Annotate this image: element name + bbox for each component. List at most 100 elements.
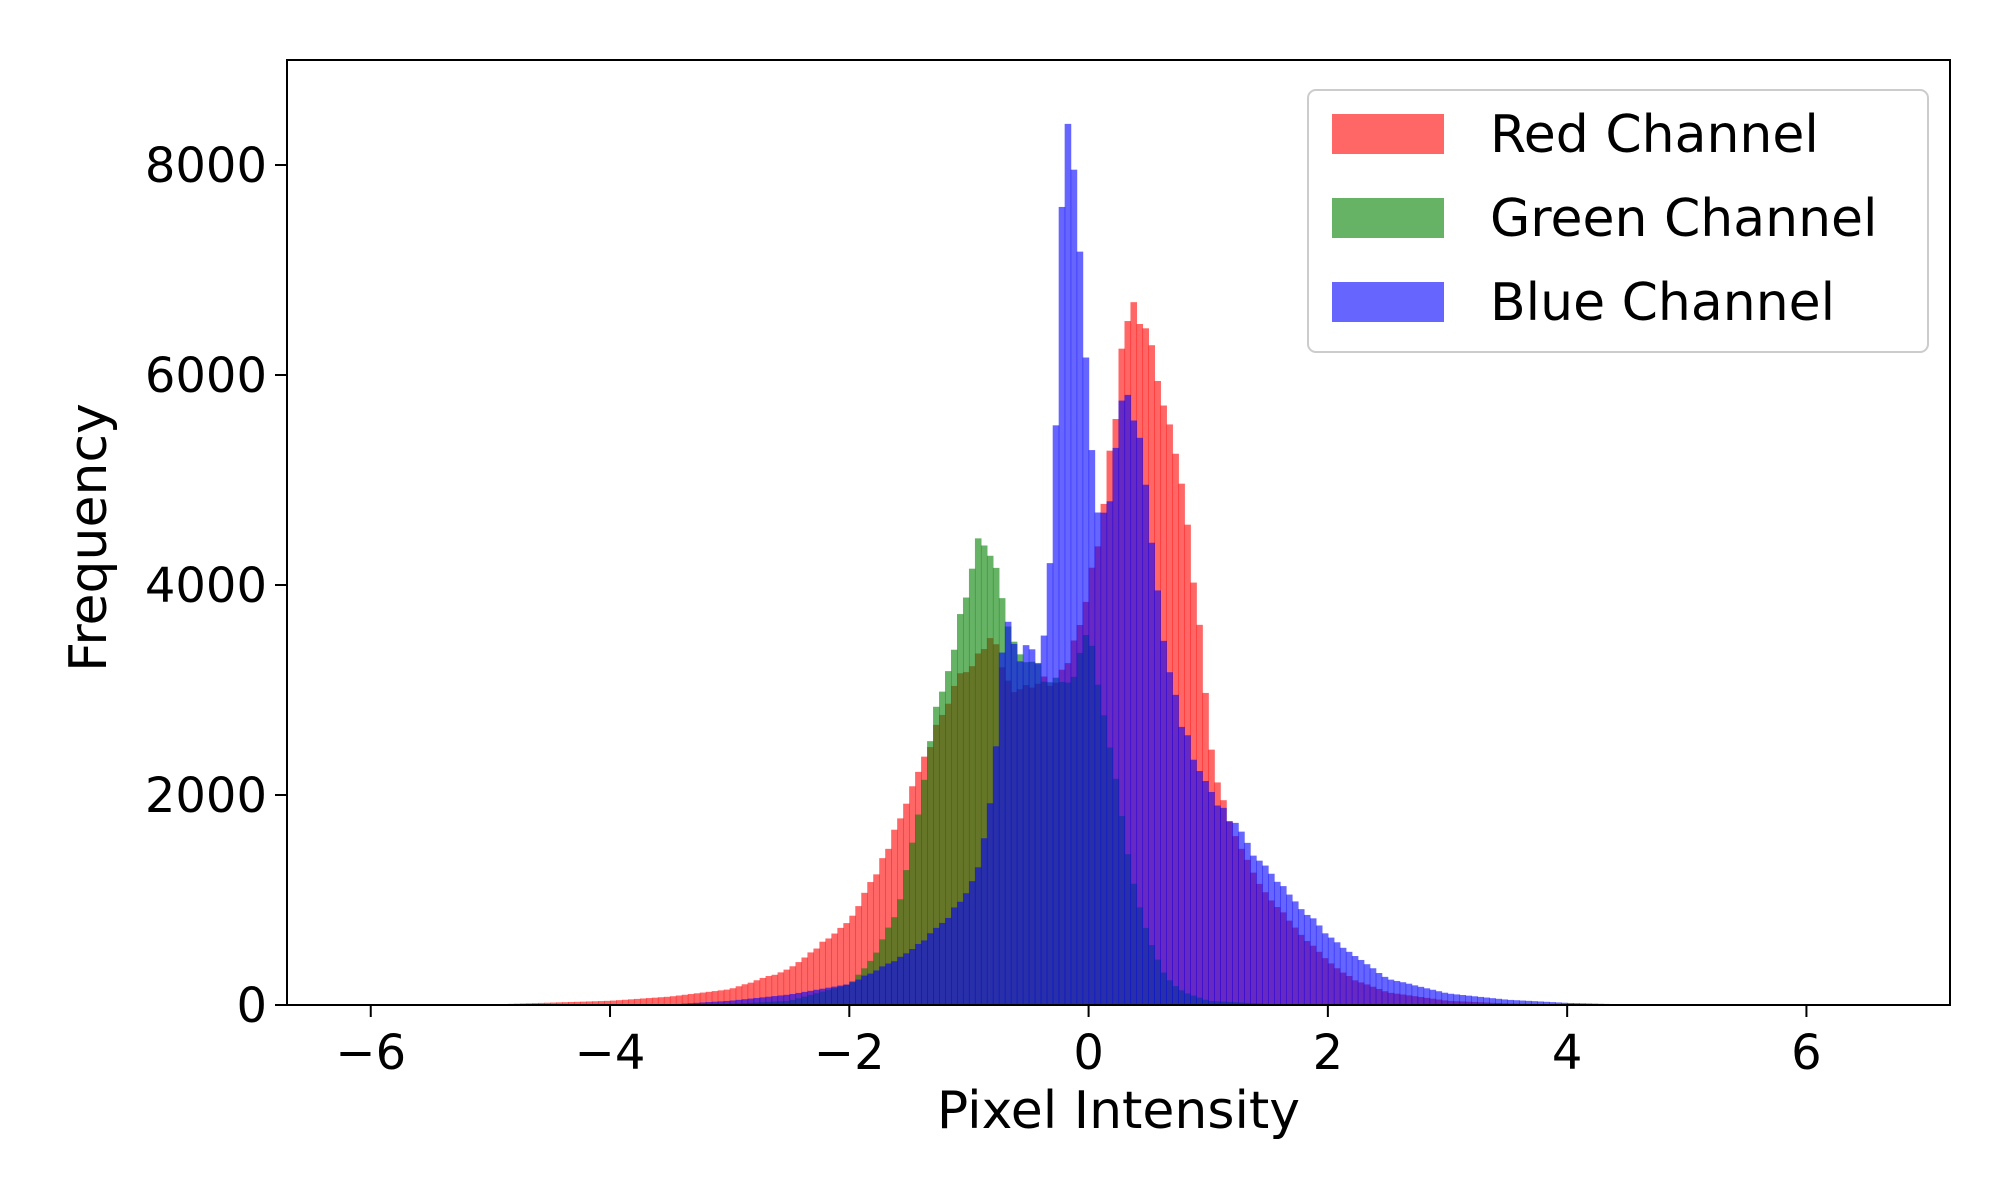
- histogram-bar: [771, 996, 779, 1005]
- histogram-bar: [1351, 956, 1359, 1005]
- histogram-bar: [1040, 635, 1048, 1005]
- histogram-bar: [1465, 995, 1473, 1005]
- histogram-bar: [939, 691, 946, 1005]
- histogram-bar: [1309, 918, 1317, 1005]
- histogram-bar: [861, 892, 868, 1005]
- histogram-bar: [1028, 649, 1036, 1005]
- histogram-bar: [956, 901, 964, 1005]
- histogram-bar: [921, 940, 928, 1005]
- histogram-bar: [837, 927, 844, 1005]
- histogram-bar: [1387, 979, 1395, 1005]
- histogram-bar: [933, 706, 940, 1005]
- histogram-bar: [645, 998, 653, 1005]
- histogram-bar: [1106, 501, 1114, 1005]
- histogram-bar: [825, 987, 832, 1005]
- legend-label-blue: Blue Channel: [1490, 273, 1835, 333]
- histogram-bar: [1321, 933, 1329, 1005]
- histogram-bar: [968, 568, 976, 1005]
- x-tick-label: 6: [1791, 1025, 1822, 1081]
- histogram-bar: [1417, 986, 1425, 1005]
- histogram-bar: [903, 870, 910, 1005]
- histogram-bar: [998, 652, 1006, 1005]
- histogram-bar: [687, 994, 695, 1005]
- histogram-bars: [490, 123, 1676, 1006]
- histogram-bar: [1232, 822, 1239, 1005]
- histogram-bar: [1363, 964, 1371, 1005]
- histogram-bar: [1315, 925, 1323, 1005]
- histogram-bar: [1555, 1002, 1562, 1005]
- histogram-bar: [1250, 855, 1257, 1005]
- histogram-bar: [1333, 942, 1341, 1005]
- histogram-bar: [1459, 995, 1467, 1005]
- histogram-bar: [705, 991, 713, 1005]
- histogram-bar: [962, 597, 970, 1005]
- histogram-bar: [849, 915, 856, 1005]
- histogram-bar: [909, 842, 916, 1005]
- histogram-bar: [592, 1001, 599, 1005]
- histogram-bar: [986, 803, 994, 1005]
- histogram-bar: [1058, 206, 1066, 1005]
- histogram-bar: [921, 779, 928, 1005]
- histogram-bar: [1375, 972, 1383, 1005]
- histogram-bar: [741, 984, 749, 1005]
- y-tick-label: 8000: [145, 138, 267, 194]
- histogram-bar: [1567, 1002, 1574, 1005]
- histogram-bar: [1291, 901, 1299, 1005]
- histogram-bar: [741, 999, 749, 1005]
- histogram-bar: [538, 1002, 545, 1005]
- histogram-bar: [879, 966, 886, 1005]
- histogram-bar: [669, 996, 677, 1005]
- histogram-bar: [753, 997, 761, 1005]
- histogram-bar: [1112, 447, 1120, 1005]
- histogram-bar: [574, 1001, 581, 1005]
- histogram-bar: [903, 953, 910, 1005]
- x-tick-label: −6: [335, 1025, 406, 1081]
- histogram-bar: [1226, 821, 1233, 1005]
- histogram-bar: [927, 933, 934, 1005]
- histogram-bar: [1495, 998, 1502, 1005]
- histogram-bar: [885, 963, 892, 1005]
- histogram-bar: [1244, 842, 1251, 1005]
- histogram-bar: [789, 966, 797, 1005]
- histogram-bar: [1022, 645, 1030, 1005]
- histogram-bar: [825, 938, 832, 1005]
- histogram-bar: [717, 1001, 725, 1005]
- histogram-bar: [1268, 873, 1275, 1005]
- histogram-bar: [1208, 791, 1215, 1005]
- histogram-bar: [897, 956, 904, 1005]
- histogram-bar: [651, 997, 659, 1005]
- histogram-bar: [747, 998, 755, 1005]
- histogram-bar: [759, 977, 767, 1005]
- histogram-bar: [711, 991, 719, 1005]
- histogram-bar: [735, 999, 743, 1005]
- histogram-bar: [897, 899, 904, 1005]
- x-tick-label: 4: [1552, 1025, 1583, 1081]
- histogram-bar: [1543, 1001, 1550, 1005]
- histogram-bar: [1549, 1002, 1556, 1005]
- histogram-bar: [711, 1001, 719, 1005]
- histogram-bar: [1184, 735, 1191, 1005]
- histogram-bar: [639, 998, 647, 1005]
- histogram-bar: [765, 976, 773, 1005]
- histogram-bar: [604, 1000, 611, 1005]
- histogram-bar: [891, 961, 898, 1005]
- histogram-bar: [1327, 937, 1335, 1005]
- histogram-bar: [980, 545, 988, 1005]
- histogram-bar: [849, 982, 856, 1005]
- histogram-bar: [616, 1000, 623, 1005]
- histogram-bar: [771, 974, 779, 1005]
- histogram-bar: [783, 969, 791, 1005]
- histogram-bar: [1010, 643, 1018, 1005]
- histogram-bar: [675, 995, 683, 1005]
- histogram-bar: [1357, 959, 1365, 1005]
- histogram-bar: [699, 992, 707, 1005]
- histogram-bar: [1034, 662, 1042, 1005]
- legend-label-red: Red Channel: [1490, 105, 1819, 165]
- histogram-bar: [1537, 1001, 1544, 1005]
- histogram-bar: [843, 984, 850, 1005]
- histogram-bar: [1381, 976, 1389, 1005]
- histogram-bar: [819, 988, 826, 1005]
- histogram-bar: [747, 982, 755, 1005]
- histogram-bar: [699, 1002, 707, 1005]
